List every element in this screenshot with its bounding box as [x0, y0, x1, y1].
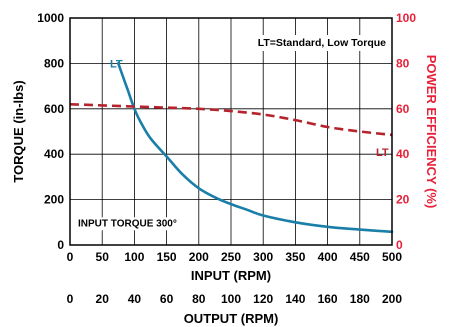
x-tick-label: 150	[157, 250, 177, 264]
x2-tick-label: 100	[221, 292, 241, 306]
x2-axis-label: OUTPUT (RPM)	[184, 311, 279, 326]
y-left-tick-label: 400	[44, 147, 64, 161]
x-tick-label: 250	[221, 250, 241, 264]
y-right-tick-label: 40	[396, 147, 410, 161]
y-right-axis-label: POWER EFFICIENCY (%)	[424, 55, 439, 209]
x-tick-label: 100	[124, 250, 144, 264]
x2-tick-label: 180	[350, 292, 370, 306]
y-right-tick-label: 60	[396, 102, 410, 116]
series-label-torque: LT	[110, 58, 123, 70]
annotation-box	[76, 217, 179, 231]
x-tick-label: 0	[67, 250, 74, 264]
y-left-tick-label: 0	[57, 238, 64, 252]
x2-tick-label: 140	[285, 292, 305, 306]
y-left-axis-label: TORQUE (in-lbs)	[11, 80, 26, 182]
x2-tick-label: 40	[128, 292, 142, 306]
x2-tick-label: 120	[253, 292, 273, 306]
x2-tick-label: 200	[382, 292, 402, 306]
y-left-tick-label: 200	[44, 193, 64, 207]
legend-text: LT=Standard, Low Torque	[258, 37, 386, 49]
y-left-tick-label: 600	[44, 102, 64, 116]
plot-frame	[69, 17, 393, 246]
y-right-tick-label: 80	[396, 56, 410, 70]
torque-curve-line	[117, 62, 394, 234]
grid	[70, 18, 392, 245]
x-tick-label: 350	[285, 250, 305, 264]
x-tick-label: 450	[350, 250, 370, 264]
annotation-text: INPUT TORQUE 300°	[78, 218, 177, 229]
y-right-tick-label: 100	[396, 11, 416, 25]
legend-box	[254, 35, 390, 51]
x-tick-label: 300	[253, 250, 273, 264]
x-tick-label: 50	[96, 250, 110, 264]
curves	[69, 62, 394, 234]
x2-tick-label: 60	[160, 292, 174, 306]
efficiency-curve-line	[69, 103, 393, 137]
series-label-efficiency: LT	[376, 147, 389, 159]
y-right-tick-label: 0	[396, 238, 403, 252]
x-tick-label: 400	[318, 250, 338, 264]
x2-tick-label: 20	[96, 292, 110, 306]
y-left-tick-label: 800	[44, 56, 64, 70]
x2-tick-label: 80	[192, 292, 206, 306]
y-left-tick-label: 1000	[37, 11, 64, 25]
x2-tick-label: 160	[318, 292, 338, 306]
x2-tick-label: 0	[67, 292, 74, 306]
y-right-tick-label: 20	[396, 193, 410, 207]
x-tick-label: 500	[382, 250, 402, 264]
x-tick-label: 200	[189, 250, 209, 264]
x-axis-label: INPUT (RPM)	[191, 268, 271, 283]
